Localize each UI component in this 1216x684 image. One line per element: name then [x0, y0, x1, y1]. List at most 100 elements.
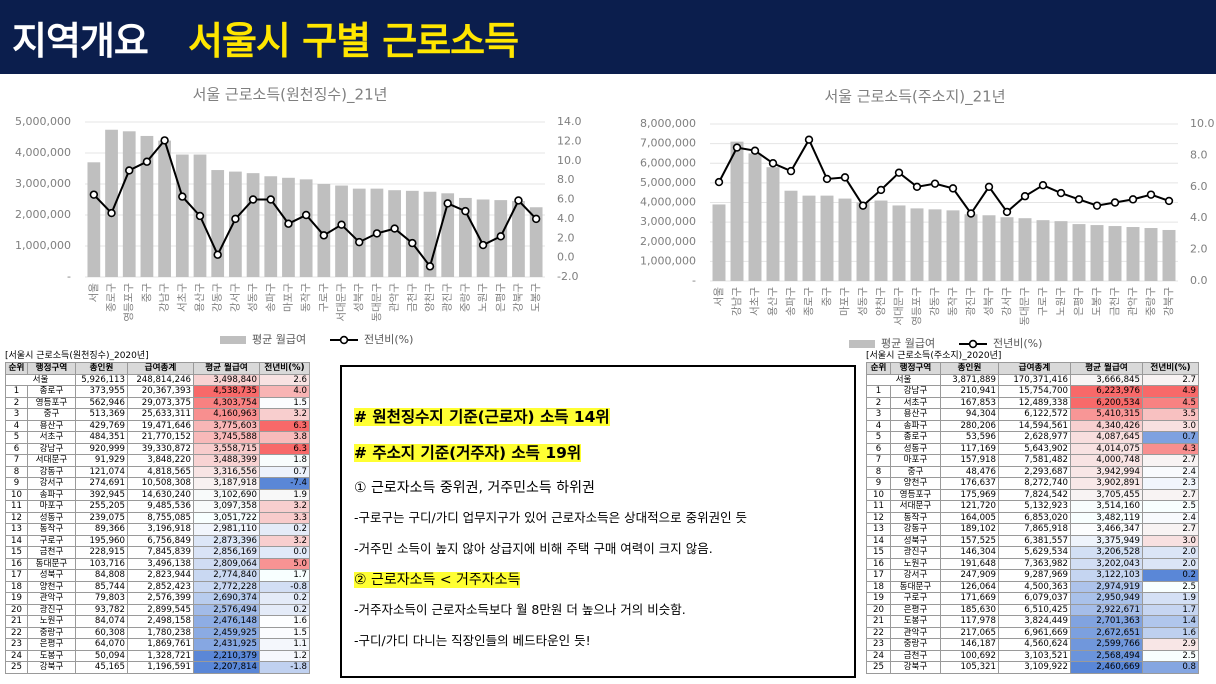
column-header: 총인원	[940, 362, 999, 375]
table-title: [서울시 근로소득(주소지)_2020년]	[866, 351, 1002, 361]
table-cell: 48,476	[940, 465, 999, 478]
table-cell: 11	[866, 500, 891, 513]
column-header: 행정구역	[27, 362, 76, 375]
line-marker	[948, 184, 958, 193]
line-marker	[372, 229, 382, 238]
table-cell: 3,202,043	[1070, 557, 1143, 570]
x-tick-label: 관악구	[389, 283, 401, 312]
table-row: 21 노원구 84,074 2,498,158 2,476,148 1.6	[5, 615, 310, 628]
bar	[928, 209, 942, 281]
table-row: 1 종로구 373,955 20,367,393 4,538,735 4.0	[5, 385, 310, 398]
table-cell: 성북구	[27, 569, 76, 582]
x-tick-label: 서초구	[176, 283, 188, 312]
table-cell: 4,303,754	[193, 396, 260, 409]
table-cell: 2,599,766	[1070, 638, 1143, 651]
x-tick-label: 서대문구	[893, 287, 905, 326]
table-cell: 2,293,687	[998, 465, 1071, 478]
table-cell: 3,103,521	[998, 649, 1071, 662]
table-cell: 강북구	[890, 661, 941, 674]
table-cell: 2.7	[1142, 373, 1199, 386]
table-cell: 8,272,740	[998, 477, 1071, 490]
legend-label: 평균 월급여	[881, 337, 935, 350]
table-cell: 6,223,976	[1070, 385, 1143, 398]
table-row: 21 도봉구 117,978 3,824,449 2,701,363 1.4	[866, 615, 1199, 628]
table-cell: 2.7	[1142, 454, 1199, 467]
table-cell: 2,823,944	[127, 569, 194, 582]
table-cell: 3,196,918	[127, 523, 194, 536]
y2-tick-label: 10.0	[1190, 117, 1215, 130]
x-tick-label: 성북구	[983, 287, 995, 316]
table-cell: 6,122,572	[998, 408, 1071, 421]
y2-tick-label: 14.0	[557, 115, 582, 128]
table-cell: 3,109,922	[998, 661, 1071, 674]
table-cell: 6.3	[259, 442, 310, 455]
table-cell: 4,560,624	[998, 638, 1071, 651]
table-cell: 광진구	[890, 546, 941, 559]
table-cell: 22	[5, 626, 28, 639]
table-cell: 2.9	[1142, 638, 1199, 651]
line-marker	[768, 159, 778, 168]
table-cell: 도봉구	[890, 615, 941, 628]
line-marker	[107, 208, 116, 218]
table-row: 2 영등포구 562,946 29,073,375 4,303,754 1.5	[5, 396, 310, 409]
table-cell: 19	[866, 592, 891, 605]
y-tick-label: 6,000,000	[640, 156, 696, 169]
table-cell: 0.7	[259, 465, 310, 478]
table-cell: 2.0	[1142, 546, 1199, 559]
table-cell: 노원구	[890, 557, 941, 570]
table-cell: 3,488,399	[193, 454, 260, 467]
line-marker	[984, 182, 994, 192]
bar	[1090, 225, 1104, 281]
table-cell: 2,460,669	[1070, 661, 1143, 674]
table-cell: 6,200,534	[1070, 396, 1143, 409]
table-cell: 12,489,338	[998, 396, 1071, 409]
table-cell: 2.3	[1142, 477, 1199, 490]
table-cell: 15	[5, 546, 28, 559]
table-cell: 4.9	[1142, 385, 1199, 398]
table-cell: 20	[866, 603, 891, 616]
table-cell: 영등포구	[27, 396, 76, 409]
y2-tick-label: 4.0	[557, 212, 575, 225]
line-marker	[876, 185, 886, 195]
line-marker	[858, 201, 868, 210]
line-marker	[478, 240, 488, 250]
table-row: 16 노원구 191,648 7,363,982 3,202,043 2.0	[866, 557, 1199, 570]
x-tick-label: 동작구	[300, 283, 312, 312]
bar	[122, 131, 136, 277]
note-line: -거주자소득이 근로자소득보다 월 8만원 더 높으나 거의 비슷함.	[354, 599, 844, 618]
line-marker	[714, 177, 724, 187]
table-cell: 중구	[27, 408, 76, 421]
table-cell: 1.8	[259, 454, 310, 467]
table-cell: 4	[5, 419, 28, 432]
table-cell: 176,637	[940, 477, 999, 490]
table-cell: 동대문구	[27, 557, 76, 570]
table-cell: 1.9	[259, 488, 310, 501]
line-marker	[1092, 201, 1102, 210]
y2-tick-label: 0.0	[1190, 274, 1208, 287]
table-row: 4 용산구 429,769 19,471,646 3,775,603 6.3	[5, 419, 310, 432]
line-marker	[531, 214, 541, 224]
x-tick-label: 구로구	[1037, 287, 1049, 316]
table: 순위 행정구역 총인원 급여총계 평균 월급여 전년비(%) 서울 5,926,113 248,…	[5, 362, 310, 674]
column-header: 급여총계	[127, 362, 194, 375]
table-cell: 강서구	[890, 569, 941, 582]
bar	[1018, 218, 1032, 281]
table-cell: 송파구	[27, 488, 76, 501]
table-cell: 2,772,228	[193, 580, 260, 593]
table-cell: 용산구	[27, 419, 76, 432]
table-cell: 동대문구	[890, 580, 941, 593]
bar	[1072, 224, 1086, 281]
table-cell: 3,206,528	[1070, 546, 1143, 559]
table-cell: 6,961,669	[998, 626, 1071, 639]
column-header: 순위	[866, 362, 891, 375]
bar	[802, 195, 816, 281]
table-cell: 4.0	[259, 385, 310, 398]
table-cell: 3.2	[259, 408, 310, 421]
y-tick-label: 5,000,000	[15, 115, 71, 128]
table-cell: 121,074	[75, 465, 128, 478]
table-cell: 167,853	[940, 396, 999, 409]
table-cell: 0.0	[259, 546, 310, 559]
line-marker	[213, 250, 222, 259]
table-cell: 39,330,872	[127, 442, 194, 455]
table-row: 8 강동구 121,074 4,818,565 3,316,556 0.7	[5, 465, 310, 478]
